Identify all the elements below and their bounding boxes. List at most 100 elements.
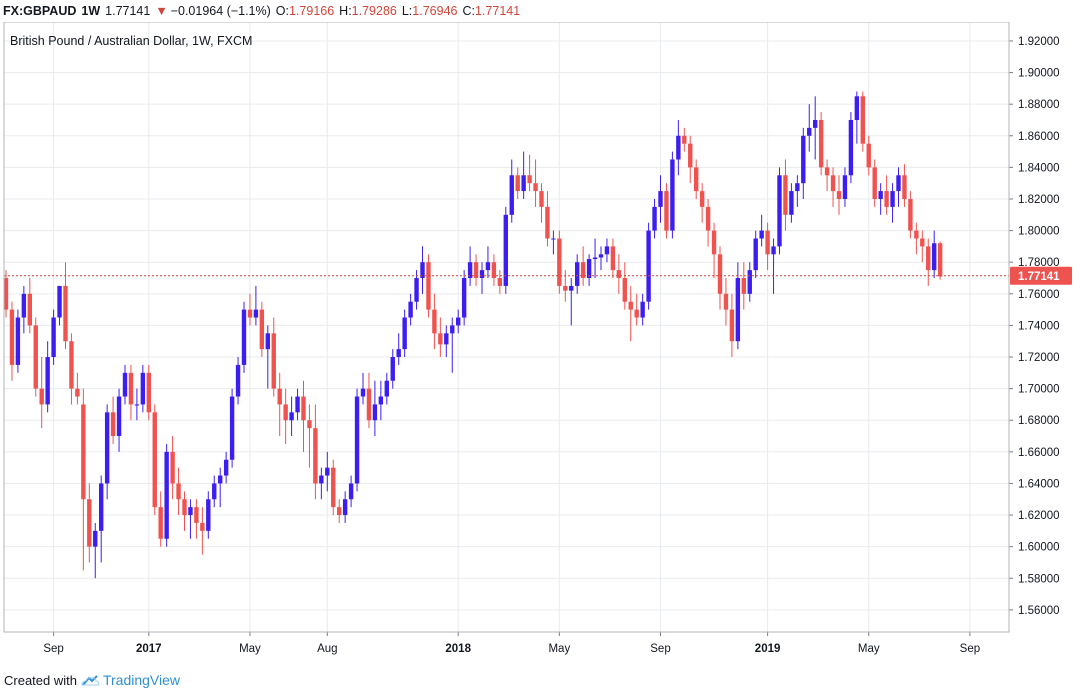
- candle: [563, 270, 568, 302]
- candle-body: [408, 301, 413, 318]
- candle: [110, 396, 116, 444]
- candle: [313, 404, 318, 500]
- candle: [485, 246, 491, 279]
- candle: [342, 491, 348, 523]
- candle-body: [45, 357, 50, 405]
- candle: [188, 499, 193, 539]
- candle: [622, 262, 627, 310]
- candle: [640, 293, 645, 326]
- candle-body: [456, 317, 461, 326]
- candle: [753, 230, 758, 279]
- candle-body: [253, 309, 259, 318]
- candle-body: [640, 301, 645, 318]
- candle-body: [146, 372, 151, 413]
- plot-border: [3, 22, 1010, 633]
- open-value-group: O:1.79166: [276, 4, 334, 18]
- candle: [539, 183, 544, 223]
- candle-body: [259, 309, 265, 350]
- price-chart[interactable]: 1.92000 1.90000 1.88000 1.86000 1.84000 1.820…: [0, 22, 1075, 668]
- candle: [610, 238, 616, 279]
- candle: [652, 198, 657, 239]
- tradingview-logo[interactable]: TradingView: [80, 672, 180, 688]
- low-value: 1.76946: [412, 4, 458, 18]
- footer: Created with TradingView: [0, 668, 1075, 692]
- candle-body: [890, 191, 895, 207]
- candle: [15, 309, 21, 373]
- candle-body: [3, 278, 9, 310]
- candle: [87, 483, 92, 563]
- last-price-badge: 1.77141: [1010, 266, 1072, 285]
- candle-body: [473, 262, 479, 279]
- candle: [354, 388, 360, 492]
- candle-body: [795, 183, 800, 192]
- candle: [830, 167, 836, 207]
- candle: [497, 270, 503, 294]
- candle-body: [337, 507, 342, 516]
- candle: [295, 388, 300, 421]
- candle: [420, 246, 425, 294]
- close-label: C:: [462, 4, 475, 18]
- candle-body: [777, 175, 782, 247]
- candle: [777, 167, 782, 255]
- candle-body: [104, 412, 110, 484]
- candle-body: [432, 309, 437, 334]
- candle-body: [610, 246, 616, 271]
- candle: [789, 183, 794, 223]
- candle-body: [539, 191, 544, 207]
- candle-body: [503, 214, 508, 286]
- candle-body: [229, 396, 235, 460]
- candle-body: [598, 254, 604, 258]
- close-value: 1.77141: [474, 4, 521, 18]
- candle-body: [569, 285, 574, 291]
- candle: [27, 278, 32, 334]
- candle: [128, 364, 134, 421]
- created-with-text: Created with: [4, 672, 77, 688]
- candle: [194, 499, 199, 539]
- candle: [39, 357, 44, 429]
- candle-body: [622, 278, 627, 302]
- candle: [277, 372, 282, 437]
- candle: [325, 451, 330, 492]
- candle-body: [682, 135, 687, 144]
- candle: [926, 238, 931, 286]
- candle: [152, 404, 157, 516]
- candle-body: [206, 499, 211, 531]
- x-tick-label: May: [548, 643, 570, 655]
- candle-body: [694, 167, 699, 192]
- close-value-group: C:1.77141: [462, 4, 520, 18]
- candle-body: [759, 230, 764, 239]
- candle-body: [342, 499, 348, 516]
- candle: [301, 380, 306, 452]
- candle: [628, 285, 633, 342]
- price-axis[interactable]: 1.92000 1.90000 1.88000 1.86000 1.84000 1.820…: [1009, 36, 1060, 617]
- candle: [848, 112, 854, 184]
- price-change: −0.01964 (−1.1%): [170, 4, 271, 18]
- candle-body: [295, 396, 300, 413]
- candle-body: [140, 372, 146, 405]
- candle: [223, 451, 229, 484]
- candle-body: [515, 175, 520, 192]
- time-axis[interactable]: Sep 2017 May Aug 2018 May Sep 2019 May Sep: [43, 632, 980, 655]
- candle-body: [509, 175, 514, 215]
- candle: [878, 183, 883, 215]
- candle: [771, 238, 776, 294]
- symbol-name[interactable]: FX:GBPAUD: [3, 4, 77, 18]
- high-label: H:: [339, 4, 352, 18]
- candle-body: [765, 230, 770, 255]
- candle-body: [676, 135, 681, 160]
- interval-label[interactable]: 1W: [81, 4, 101, 18]
- candle-body: [920, 238, 925, 247]
- candle-body: [705, 206, 711, 231]
- candle: [21, 285, 27, 334]
- candle-body: [158, 507, 163, 539]
- y-tick-label: 1.86000: [1018, 131, 1060, 143]
- candle-body: [69, 341, 74, 389]
- candle-body: [182, 499, 187, 516]
- candle-body: [563, 285, 568, 291]
- y-tick-label: 1.80000: [1018, 226, 1060, 238]
- candle: [807, 104, 812, 152]
- candle: [271, 317, 276, 397]
- candle-body: [771, 246, 776, 255]
- y-tick-label: 1.62000: [1018, 510, 1060, 522]
- candle-body: [63, 285, 68, 342]
